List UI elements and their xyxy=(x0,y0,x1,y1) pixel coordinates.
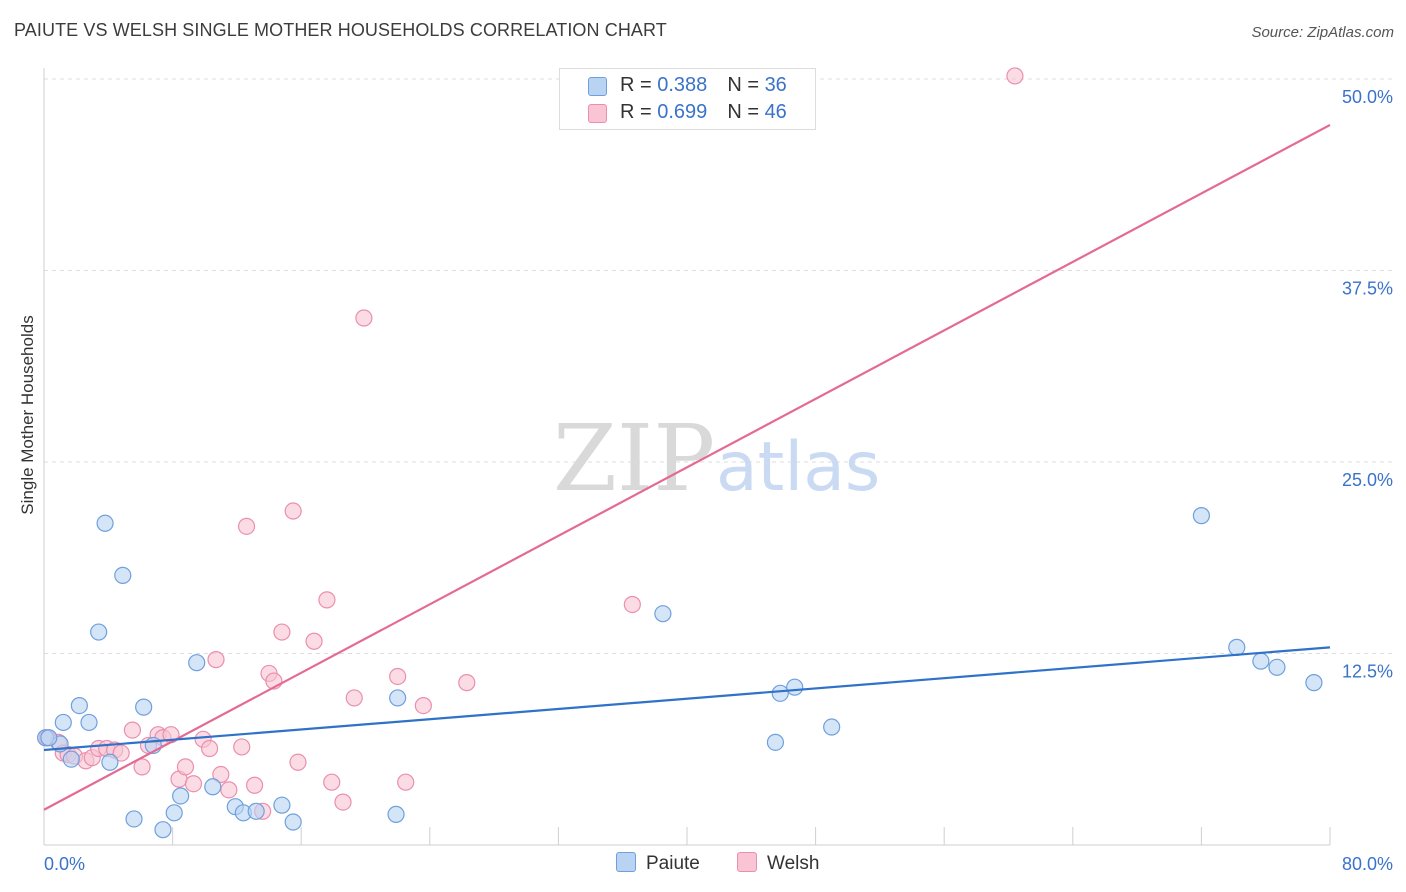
welsh-point xyxy=(345,689,363,707)
welsh-point xyxy=(123,721,142,739)
y-axis-label: Single Mother Households xyxy=(18,315,37,515)
bottom-legend-welsh: Welsh xyxy=(737,852,819,875)
stats-legend: R = 0.388 N = 36 R = 0.699 N = 46 xyxy=(559,68,816,130)
watermark-zip: ZIP xyxy=(553,405,715,512)
source-credit: Source: ZipAtlas.com xyxy=(1251,24,1394,41)
paiute-points xyxy=(37,507,1323,839)
paiute-point xyxy=(54,713,72,732)
paiute-point xyxy=(101,753,119,771)
paiute-r-label: R = xyxy=(620,74,658,96)
paiute-point xyxy=(188,654,206,672)
paiute-point xyxy=(1228,638,1246,656)
paiute-point xyxy=(114,566,132,584)
welsh-point xyxy=(245,776,264,794)
paiute-point xyxy=(786,678,804,696)
paiute-point xyxy=(40,729,58,747)
paiute-point xyxy=(771,684,789,702)
welsh-point xyxy=(458,674,476,692)
x-tick-labels: 0.0% 80.0% xyxy=(44,854,1393,874)
welsh-point xyxy=(318,591,336,609)
y-tick-labels: 12.5% 25.0% 37.5% 50.0% xyxy=(1342,87,1393,682)
paiute-point xyxy=(247,802,265,820)
watermark-atlas: atlas xyxy=(716,428,880,507)
welsh-point xyxy=(334,793,352,811)
y-tick-label: 25.0% xyxy=(1342,470,1393,490)
paiute-point xyxy=(823,718,841,736)
paiute-point xyxy=(80,713,98,732)
welsh-point xyxy=(305,632,323,650)
paiute-point xyxy=(96,514,114,532)
welsh-point xyxy=(112,744,130,762)
paiute-point xyxy=(389,689,407,707)
paiute-n-value: 36 xyxy=(764,74,787,96)
x-tick-label-min: 0.0% xyxy=(44,854,85,874)
paiute-point xyxy=(62,750,80,768)
y-tick-label: 37.5% xyxy=(1342,279,1393,299)
welsh-point xyxy=(414,696,432,715)
welsh-point xyxy=(200,739,219,758)
welsh-point xyxy=(289,753,307,771)
welsh-point xyxy=(176,758,195,776)
welsh-point xyxy=(133,758,151,776)
y-tick-label: 12.5% xyxy=(1342,662,1393,682)
paiute-trend-line xyxy=(43,646,1331,752)
paiute-point xyxy=(204,778,222,796)
welsh-r-label: R = xyxy=(620,101,658,123)
welsh-point xyxy=(207,651,225,669)
trend-lines xyxy=(43,123,1331,811)
paiute-point xyxy=(172,787,190,805)
bottom-legend-paiute: Paiute xyxy=(616,852,700,875)
welsh-point xyxy=(623,595,641,614)
welsh-point xyxy=(233,738,251,756)
welsh-n-value: 46 xyxy=(764,101,787,123)
welsh-point xyxy=(220,781,238,799)
paiute-point xyxy=(125,810,143,828)
paiute-point xyxy=(1268,658,1286,676)
gridlines xyxy=(44,78,1395,654)
welsh-point xyxy=(389,667,407,686)
paiute-point xyxy=(654,605,672,623)
welsh-legend-label: Welsh xyxy=(767,853,820,874)
welsh-point xyxy=(237,517,256,535)
paiute-point xyxy=(70,696,88,715)
welsh-point xyxy=(1006,67,1024,85)
welsh-point xyxy=(184,775,203,793)
paiute-legend-label: Paiute xyxy=(646,853,700,874)
paiute-point xyxy=(1192,507,1211,525)
chart-title: PAIUTE VS WELSH SINGLE MOTHER HOUSEHOLDS… xyxy=(14,20,667,40)
paiute-legend-swatch xyxy=(616,852,636,872)
welsh-r-value: 0.699 xyxy=(657,101,708,123)
paiute-point xyxy=(766,733,785,751)
welsh-swatch xyxy=(588,104,607,123)
paiute-n-label: N = xyxy=(727,74,765,96)
paiute-r-value: 0.388 xyxy=(657,74,708,96)
welsh-n-label: N = xyxy=(727,101,765,123)
paiute-point xyxy=(154,821,172,839)
paiute-point xyxy=(165,804,183,822)
paiute-point xyxy=(284,813,302,831)
welsh-point xyxy=(397,773,415,791)
paiute-point xyxy=(90,623,108,641)
welsh-point xyxy=(355,309,373,327)
welsh-point xyxy=(212,765,230,784)
axes xyxy=(43,68,1331,846)
paiute-point xyxy=(1305,674,1323,692)
watermark: ZIP atlas xyxy=(553,405,880,512)
welsh-point xyxy=(273,623,291,641)
paiute-point xyxy=(273,796,291,814)
y-tick-label: 50.0% xyxy=(1342,87,1393,107)
paiute-point xyxy=(1252,652,1270,670)
paiute-point xyxy=(387,805,405,823)
welsh-point xyxy=(323,773,341,791)
welsh-point xyxy=(284,502,302,520)
welsh-legend-swatch xyxy=(737,852,757,872)
welsh-trend-line xyxy=(43,123,1331,811)
y-axis-label-wrap: Single Mother Households xyxy=(16,250,40,580)
paiute-swatch xyxy=(588,77,607,96)
x-tick-label-max: 80.0% xyxy=(1342,854,1393,874)
paiute-point xyxy=(135,698,153,716)
